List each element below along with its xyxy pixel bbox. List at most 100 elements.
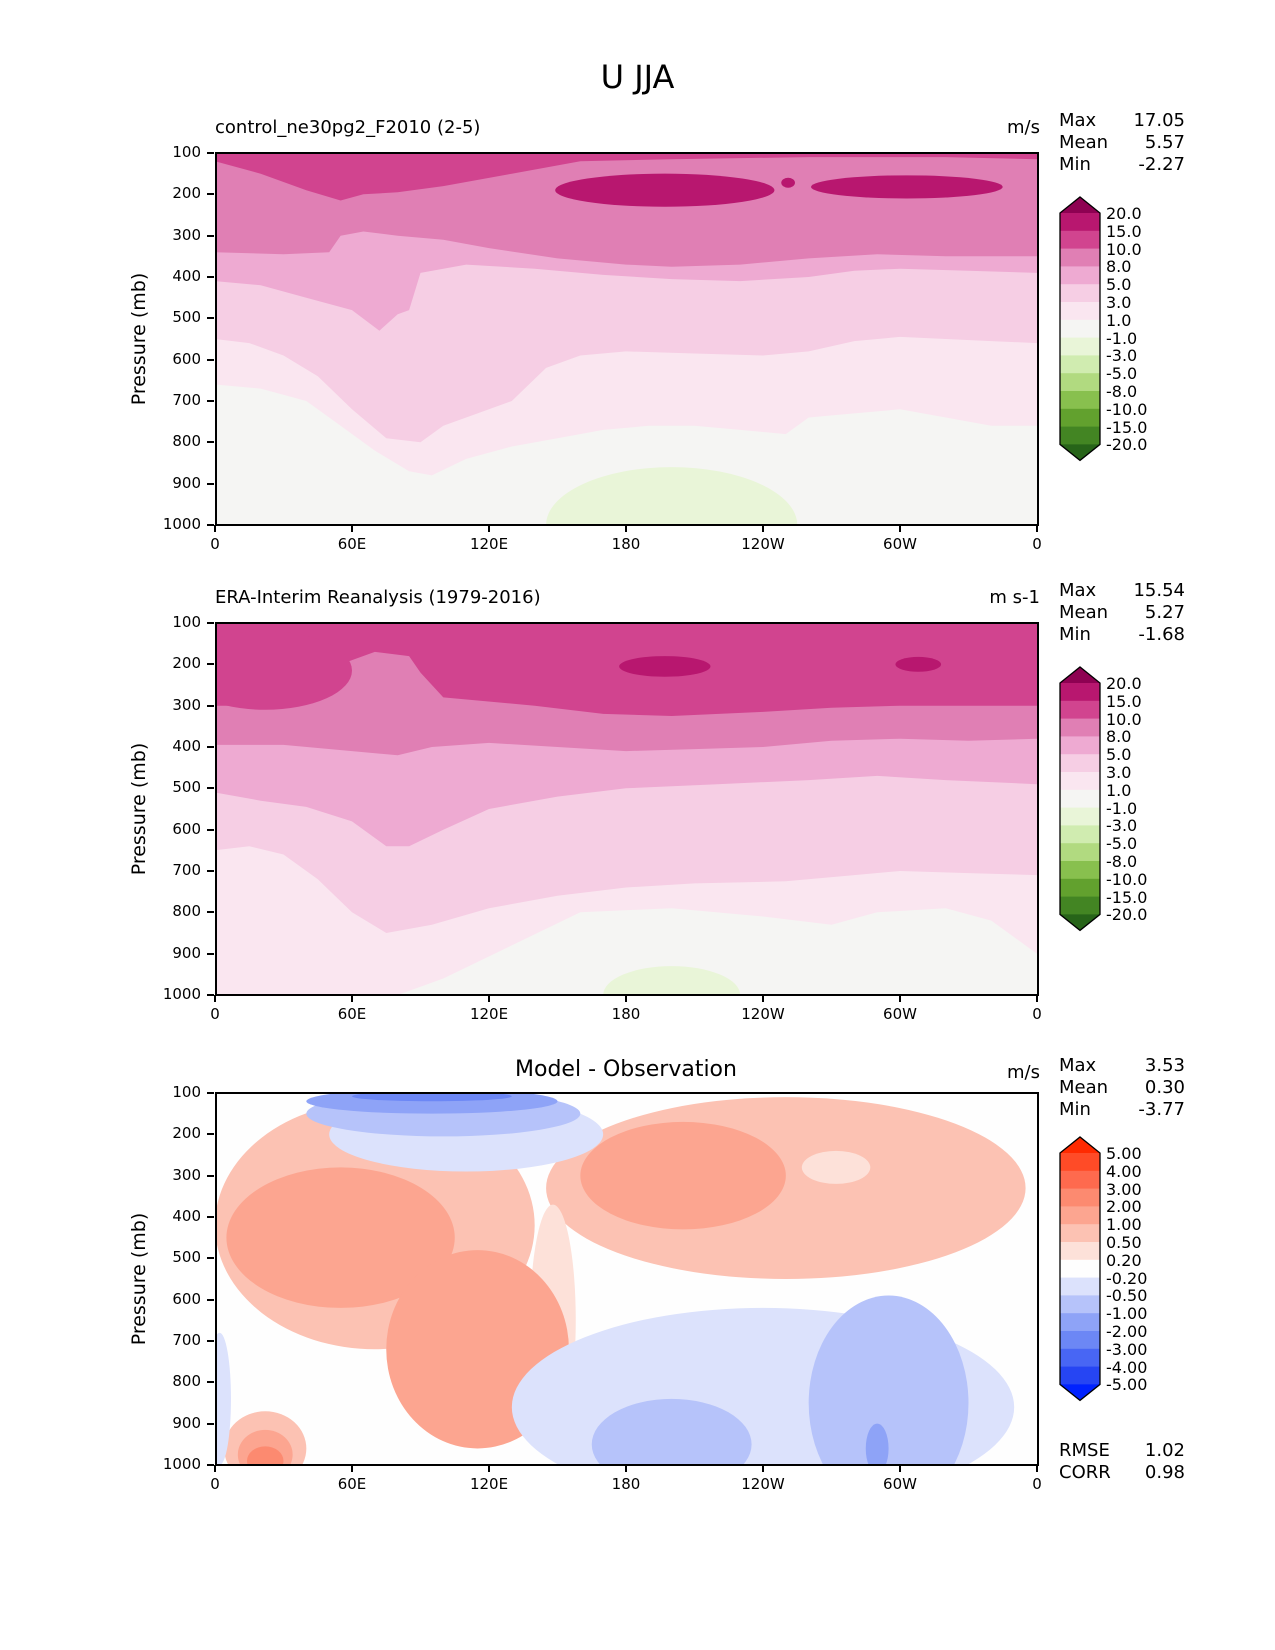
x-tick-label: 60W	[883, 1475, 917, 1493]
x-tick-label: 120W	[741, 535, 785, 553]
colorbar-tick-label: -8.0	[1106, 382, 1138, 401]
x-tick-mark	[1036, 995, 1038, 1002]
colorbar-tick-label: 10.0	[1106, 239, 1142, 259]
stat-min-value: -1.68	[1138, 624, 1185, 645]
stat-min-label: Min	[1059, 624, 1091, 645]
colorbar-tick-label: 5.0	[1106, 275, 1132, 295]
x-tick-mark	[899, 995, 901, 1002]
panel-title: ERA-Interim Reanalysis (1979-2016)	[215, 587, 541, 608]
x-tick-label: 180	[611, 1475, 641, 1493]
colorbar-segment	[1060, 266, 1100, 285]
y-tick-mark	[207, 746, 214, 748]
contour-band	[215, 153, 1037, 201]
colorbar-segment	[1060, 1348, 1100, 1368]
colorbar-segment	[1060, 213, 1100, 232]
contour-region	[865, 1423, 889, 1465]
contour-region	[580, 1121, 786, 1230]
colorbar-tick-label: 8.0	[1106, 257, 1132, 277]
colorbar-tick-label: -5.0	[1106, 834, 1138, 854]
colorbar-tick-label: 15.0	[1106, 691, 1142, 711]
colorbar-segment	[1060, 355, 1100, 374]
y-tick-label: 300	[172, 1165, 201, 1184]
colorbar-segment	[1060, 736, 1100, 755]
colorbar-tick-label: 5.0	[1106, 745, 1132, 765]
y-tick-label: 500	[172, 778, 201, 797]
y-tick-label: 500	[172, 1248, 201, 1267]
colorbar-outline	[1059, 1136, 1101, 1402]
colorbar-extend-max	[1060, 197, 1100, 213]
y-tick-mark	[207, 1422, 214, 1425]
y-tick-label: 200	[172, 184, 201, 203]
colorbar-segment	[1060, 391, 1100, 410]
y-tick-mark	[207, 870, 214, 872]
x-tick-label: 180	[611, 1005, 641, 1023]
colorbar-segment	[1060, 1224, 1100, 1243]
colorbar-segment	[1060, 1313, 1100, 1332]
colorbar-segment	[1060, 1242, 1100, 1261]
colorbar-segment	[1060, 248, 1100, 267]
x-tick-mark	[625, 995, 627, 1002]
y-tick-label: 1000	[162, 985, 201, 1003]
y-tick-label: 900	[172, 943, 201, 962]
y-tick-label: 300	[172, 695, 201, 714]
y-tick-mark	[207, 828, 214, 831]
y-tick-label: 100	[172, 1083, 201, 1101]
contour-region	[895, 656, 942, 672]
stat-max-value: 15.54	[1133, 580, 1185, 601]
stat-mean-label: Mean	[1059, 602, 1109, 623]
colorbar-svg	[1059, 1136, 1101, 1402]
colorbar-tick-label: 1.0	[1106, 780, 1132, 800]
rmse-label: RMSE	[1059, 1440, 1110, 1461]
panel-title: Model - Observation	[515, 1057, 737, 1082]
y-tick-label: 900	[172, 473, 201, 492]
y-tick-mark	[207, 1381, 214, 1384]
colorbar-segment	[1060, 861, 1100, 880]
stats-block: Max 15.54 Mean 5.27 Min -1.68	[1059, 580, 1185, 646]
panel-model: control_ne30pg2_F2010 (2-5) m/s Max 17.05…	[0, 0, 1275, 553]
panel-difference: Model - Observation m/s Max 3.53 Mean 0.30…	[0, 0, 1275, 1493]
contour-plot	[215, 623, 1037, 995]
y-tick-mark	[207, 663, 214, 666]
x-tick-mark	[625, 525, 627, 532]
x-tick-mark	[1036, 1465, 1038, 1472]
colorbar-segment	[1060, 373, 1100, 392]
colorbar-segment	[1060, 789, 1100, 809]
colorbar-tick-label: -10.0	[1106, 869, 1148, 889]
y-tick-label: 1000	[162, 515, 201, 533]
x-tick-label: 60E	[337, 1475, 367, 1493]
y-tick-label: 700	[172, 861, 201, 879]
y-tick-mark	[207, 152, 214, 154]
colorbar-tick-label: -4.00	[1106, 1357, 1148, 1377]
y-tick-mark	[207, 441, 214, 444]
y-tick-label: 100	[172, 143, 201, 161]
contour-region	[808, 1295, 969, 1465]
y-tick-mark	[207, 1340, 214, 1342]
x-tick-mark	[488, 995, 490, 1002]
y-tick-label: 800	[172, 1372, 201, 1391]
y-tick-mark	[207, 358, 214, 361]
colorbar-segment	[1060, 1153, 1100, 1172]
colorbar	[1058, 1135, 1102, 1406]
colorbar-segment	[1060, 700, 1100, 720]
colorbar-segment	[1060, 1295, 1100, 1314]
colorbar-tick-label: 4.00	[1106, 1161, 1142, 1181]
colorbar-segment	[1060, 825, 1100, 844]
contour-field	[215, 153, 1037, 525]
y-tick-mark	[207, 704, 214, 707]
colorbar-segment	[1060, 878, 1100, 898]
colorbar-tick-label: -8.0	[1106, 852, 1138, 871]
colorbar-tick-label: -5.00	[1106, 1375, 1148, 1395]
x-tick-label: 120W	[741, 1005, 785, 1023]
colorbar-tick-label: 1.00	[1106, 1215, 1142, 1235]
colorbar-segment	[1060, 1170, 1100, 1190]
stat-min-value: -3.77	[1138, 1099, 1185, 1120]
stat-mean-value: 5.57	[1144, 132, 1185, 153]
x-tick-label: 180	[611, 535, 641, 553]
colorbar-segment	[1060, 896, 1100, 915]
y-tick-mark	[207, 400, 214, 402]
colorbar-tick-label: 8.0	[1106, 727, 1132, 747]
x-tick-mark	[762, 525, 764, 532]
x-tick-label: 60E	[337, 1005, 367, 1023]
x-tick-mark	[762, 995, 764, 1002]
colorbar-segment	[1060, 1206, 1100, 1225]
